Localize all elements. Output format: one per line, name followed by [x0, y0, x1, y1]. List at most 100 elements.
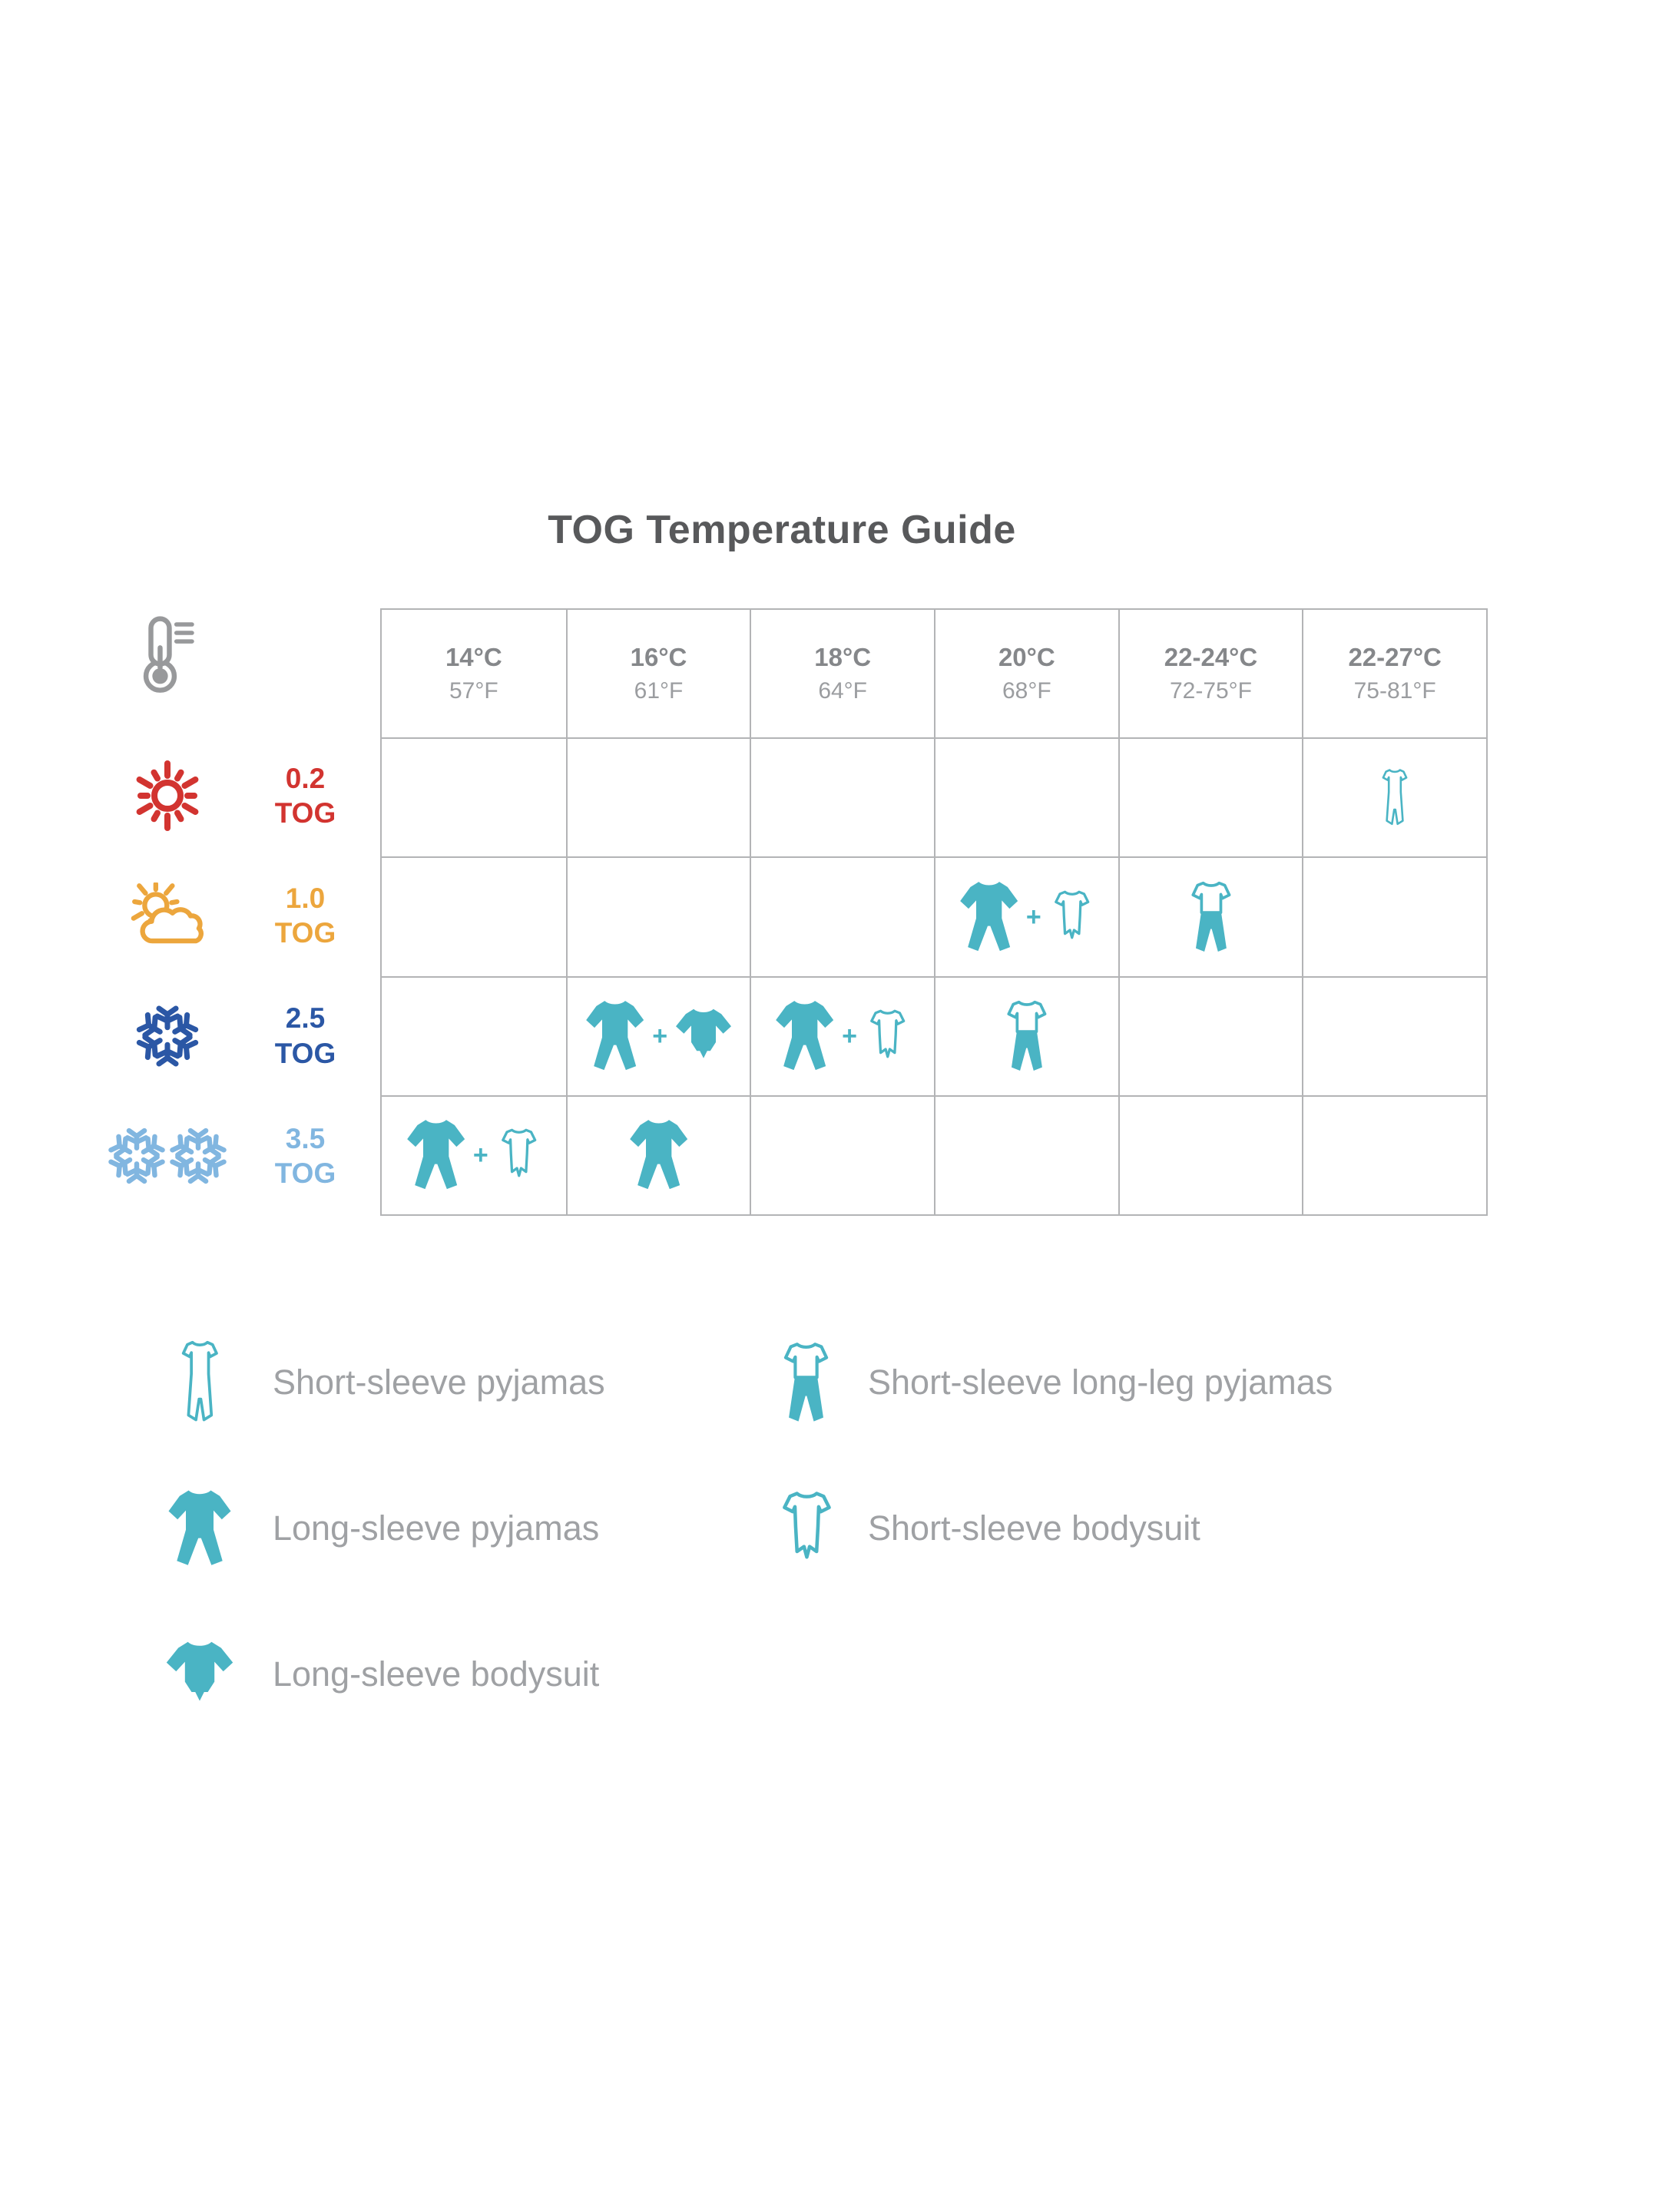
long-sleeve-pyjamas-icon — [404, 1117, 468, 1194]
legend-icon-box — [150, 1487, 250, 1570]
temp-fahrenheit: 64°F — [818, 678, 868, 704]
garment-combo — [998, 999, 1055, 1073]
short-sleeve-long-leg-pyjamas-icon — [998, 999, 1055, 1073]
legend-icon-box — [150, 1339, 250, 1426]
weather-icon-box — [81, 882, 253, 949]
garment-combo — [1375, 768, 1415, 828]
cell-3.5tog-col3 — [750, 1094, 934, 1214]
long-sleeve-pyjamas-icon — [773, 998, 836, 1075]
cell-1.0tog-col6 — [1302, 856, 1486, 976]
weather-icon-box — [81, 757, 253, 834]
legend-icon-box — [768, 1490, 845, 1567]
row-label-0.2-tog: 0.2 TOG — [81, 736, 373, 856]
long-sleeve-bodysuit-icon — [673, 1005, 734, 1067]
cell-3.5tog-col5 — [1118, 1094, 1303, 1214]
temp-celsius: 16°C — [630, 643, 687, 671]
cell-1.0tog-col5 — [1118, 856, 1303, 976]
weather-icon-box — [81, 1123, 253, 1189]
cell-2.5tog-col1 — [382, 975, 566, 1095]
tog-temperature-table: 14°C 57°F 16°C 61°F 18°C 64°F 20°C 68°F 22-2… — [380, 608, 1488, 1216]
garment-combo — [627, 1117, 690, 1194]
long-sleeve-pyjamas-icon — [957, 879, 1021, 955]
plus-separator: + — [472, 1141, 488, 1171]
cell-1.0tog-col3 — [750, 856, 934, 976]
garment-combo — [1183, 880, 1240, 954]
temp-celsius: 20°C — [998, 643, 1055, 671]
sun-icon — [129, 757, 206, 834]
short-sleeve-pyjamas-icon — [171, 1339, 229, 1426]
cell-0.2tog-col4 — [934, 737, 1118, 857]
temp-celsius: 14°C — [445, 643, 502, 671]
plus-separator: + — [1025, 902, 1041, 932]
cell-0.2tog-col5 — [1118, 737, 1303, 857]
cell-2.5tog-col6 — [1302, 975, 1486, 1095]
row-label-3.5-tog: 3.5 TOG — [81, 1096, 373, 1216]
short-sleeve-bodysuit-icon — [494, 1128, 544, 1183]
cell-0.2tog-col1 — [382, 737, 566, 856]
cell-2.5tog-col3: + — [750, 975, 934, 1095]
column-header: 18°C 64°F — [750, 610, 934, 737]
temp-fahrenheit: 68°F — [1002, 678, 1051, 704]
cell-1.0tog-col4: + — [934, 856, 1118, 976]
plus-separator: + — [652, 1022, 668, 1051]
temp-celsius: 22-27°C — [1348, 643, 1442, 671]
weather-icon-box — [81, 1000, 253, 1072]
temp-fahrenheit: 72-75°F — [1169, 678, 1253, 704]
snowflake-icon — [106, 1123, 167, 1189]
legend-label: Long-sleeve bodysuit — [273, 1654, 600, 1694]
cell-3.5tog-col1: + — [382, 1094, 566, 1214]
tog-value-label: 2.5 TOG — [274, 1002, 336, 1069]
column-header: 22-27°C 75-81°F — [1302, 610, 1486, 737]
legend-item: Short-sleeve long-leg pyjamas — [768, 1329, 1333, 1436]
legend-item: Long-sleeve bodysuit — [150, 1621, 599, 1728]
column-header: 16°C 61°F — [565, 610, 750, 737]
temp-celsius: 18°C — [814, 643, 872, 671]
short-sleeve-bodysuit-icon — [863, 1008, 912, 1064]
snowflake-icon — [131, 1000, 204, 1072]
temp-celsius: 22-24°C — [1164, 643, 1258, 671]
column-header: 22-24°C 72-75°F — [1118, 610, 1303, 737]
long-sleeve-pyjamas-icon — [627, 1117, 690, 1194]
column-header: 14°C 57°F — [382, 610, 566, 737]
cell-1.0tog-col1 — [382, 856, 566, 975]
short-sleeve-pyjamas-icon — [1375, 768, 1415, 828]
garment-combo: + — [404, 1117, 545, 1194]
short-sleeve-bodysuit-icon — [1047, 889, 1097, 945]
legend-label: Short-sleeve bodysuit — [868, 1508, 1200, 1548]
column-header: 20°C 68°F — [934, 610, 1118, 737]
garment-combo: + — [583, 998, 734, 1075]
page-title: TOG Temperature Guide — [548, 508, 1016, 552]
short-sleeve-long-leg-pyjamas-icon — [1183, 880, 1240, 954]
cell-2.5tog-col2: + — [565, 975, 750, 1095]
cell-0.2tog-col3 — [750, 737, 934, 857]
legend-icon-box — [150, 1637, 250, 1711]
row-label-1.0-tog: 1.0 TOG — [81, 856, 373, 975]
sun-cloud-icon — [125, 882, 209, 949]
tog-value-label: 0.2 TOG — [274, 762, 336, 829]
snowflake-icon — [167, 1123, 229, 1189]
garment-combo: + — [773, 998, 913, 1075]
temp-fahrenheit: 61°F — [634, 678, 684, 704]
cell-2.5tog-col5 — [1118, 975, 1303, 1095]
temp-fahrenheit: 75-81°F — [1353, 678, 1436, 704]
cell-2.5tog-col4 — [934, 975, 1118, 1095]
cell-3.5tog-col2 — [565, 1094, 750, 1214]
legend-item: Long-sleeve pyjamas — [150, 1475, 599, 1582]
legend-label: Long-sleeve pyjamas — [273, 1508, 600, 1548]
legend-label: Short-sleeve pyjamas — [273, 1363, 605, 1402]
short-sleeve-bodysuit-icon — [772, 1490, 842, 1567]
legend-icon-box — [768, 1341, 845, 1424]
cell-0.2tog-col6 — [1302, 737, 1486, 857]
tog-value-label: 3.5 TOG — [274, 1122, 336, 1189]
row-label-2.5-tog: 2.5 TOG — [81, 976, 373, 1096]
cell-0.2tog-col2 — [565, 737, 750, 857]
thermometer-icon — [123, 613, 207, 699]
short-sleeve-long-leg-pyjamas-icon — [774, 1341, 838, 1424]
cell-1.0tog-col2 — [565, 856, 750, 976]
garment-combo: + — [957, 879, 1098, 955]
tog-value-label: 1.0 TOG — [274, 882, 336, 949]
long-sleeve-pyjamas-icon — [165, 1487, 234, 1570]
cell-3.5tog-col6 — [1302, 1094, 1486, 1214]
long-sleeve-bodysuit-icon — [163, 1637, 237, 1711]
plus-separator: + — [842, 1022, 858, 1051]
